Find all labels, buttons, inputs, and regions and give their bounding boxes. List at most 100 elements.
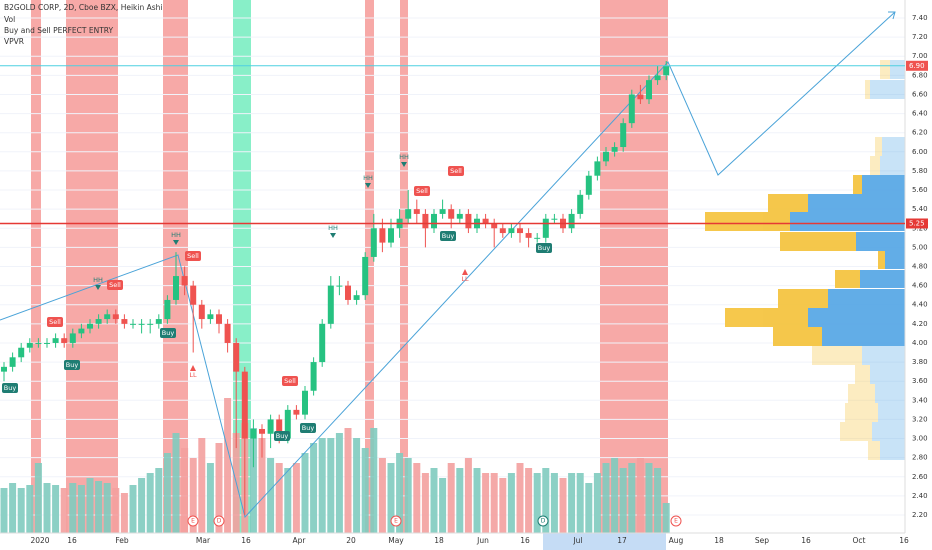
- volume-bar: [499, 478, 507, 533]
- y-tick-label: 4.80: [912, 263, 928, 271]
- candle-body: [353, 295, 360, 300]
- y-tick-label: 4.60: [912, 282, 928, 290]
- y-tick-label: 2.60: [912, 473, 928, 481]
- volume-bar: [662, 503, 670, 533]
- x-tick-label: 17: [617, 536, 627, 545]
- volume-bar: [43, 483, 51, 533]
- candle-body: [61, 338, 68, 343]
- candle-body: [78, 328, 85, 334]
- volume-bar: [258, 438, 266, 533]
- candle-body: [499, 228, 506, 234]
- candle-body: [405, 209, 412, 219]
- signal-badge: [414, 186, 430, 196]
- volume-bar: [224, 398, 232, 533]
- volume-bar: [163, 453, 171, 533]
- candle-body: [233, 342, 240, 372]
- candle-body: [198, 304, 205, 320]
- candle-body: [611, 147, 618, 152]
- candle-body: [517, 228, 523, 234]
- candle-body: [379, 228, 386, 243]
- volume-bar: [292, 463, 300, 533]
- event-label: E: [674, 518, 678, 525]
- event-label: D: [217, 518, 222, 525]
- volume-bar: [344, 428, 352, 533]
- volume-bar: [95, 481, 103, 533]
- volume-bar: [103, 483, 111, 533]
- event-marker: [390, 515, 402, 527]
- candle-body: [9, 357, 16, 367]
- signal-arrow: [401, 162, 407, 167]
- event-marker: [670, 515, 682, 527]
- candle-body: [388, 228, 394, 243]
- volume-bar: [138, 478, 146, 533]
- candle-body: [542, 218, 549, 238]
- price-tag-label: 6.90: [909, 62, 925, 70]
- volume-bar: [172, 433, 180, 533]
- candle-body: [663, 65, 670, 76]
- signal-label: Buy: [162, 329, 175, 337]
- volume-bar: [645, 463, 653, 533]
- x-tick-label: 16: [520, 536, 530, 545]
- vp-bar: [865, 80, 905, 99]
- volume-bar: [576, 473, 584, 533]
- candle-body: [654, 75, 661, 81]
- vp-bar: [808, 308, 905, 327]
- y-tick-label: 6.20: [912, 129, 928, 137]
- volume-bar: [26, 485, 34, 533]
- legend-item: Buy and Sell PERFECT ENTRY: [4, 26, 114, 35]
- y-tick-label: 7.40: [912, 14, 928, 22]
- candle-body: [130, 323, 136, 325]
- volume-bar: [568, 473, 576, 533]
- volume-bar: [318, 438, 326, 533]
- signal-label: Sell: [109, 281, 121, 289]
- volume-bar: [284, 468, 292, 533]
- signal-arrow: [330, 233, 336, 238]
- candle-body: [267, 419, 274, 434]
- volume-bar: [464, 458, 472, 533]
- y-tick-label: 3.40: [912, 396, 928, 404]
- y-tick-label: 4.40: [912, 301, 928, 309]
- volume-bar: [439, 478, 447, 533]
- volume-bar: [516, 463, 524, 533]
- volume-bar: [654, 468, 662, 533]
- volume-bar: [249, 428, 257, 533]
- volume-bar: [215, 443, 223, 533]
- signal-label: Buy: [442, 232, 455, 240]
- event-marker: [537, 515, 549, 527]
- candle-body: [637, 94, 644, 100]
- event-label: E: [191, 518, 195, 525]
- candle-body: [413, 209, 420, 214]
- vp-bar: [880, 441, 905, 460]
- vp-bar: [812, 346, 905, 365]
- candle-body: [362, 256, 369, 296]
- y-tick-label: 4.00: [912, 339, 928, 347]
- grid: [0, 17, 905, 516]
- candle-body: [646, 80, 652, 100]
- event-marker: [187, 515, 199, 527]
- candle-body: [155, 319, 162, 324]
- x-tick-label: 20: [346, 536, 356, 545]
- volume-bar: [542, 468, 550, 533]
- y-tick-label: 2.20: [912, 511, 928, 519]
- candle-body: [207, 314, 214, 320]
- candle-body: [52, 338, 59, 343]
- vp-bar: [875, 137, 905, 156]
- signals: Sell Sell Sell Sell Sell Sell Buy Buy Buy Buy Buy B…: [2, 153, 682, 527]
- y-tick-label: 2.40: [912, 492, 928, 500]
- vp-bar: [856, 232, 905, 251]
- volume-bar: [155, 468, 163, 533]
- x-tick-label: Sep: [755, 536, 769, 545]
- x-tick-label: Feb: [115, 536, 129, 545]
- signal-badge: [300, 423, 316, 433]
- volume-bar: [404, 458, 412, 533]
- x-tick-label: Oct: [853, 536, 866, 545]
- volume-bar: [206, 463, 214, 533]
- candle-body: [525, 233, 532, 238]
- candle-body: [448, 209, 455, 219]
- y-tick-label: 3.00: [912, 435, 928, 443]
- signal-label: HH: [363, 174, 373, 182]
- volume-bar: [0, 488, 8, 533]
- volume-bar: [525, 468, 533, 533]
- candle-body: [241, 371, 248, 439]
- candle-body: [603, 151, 609, 162]
